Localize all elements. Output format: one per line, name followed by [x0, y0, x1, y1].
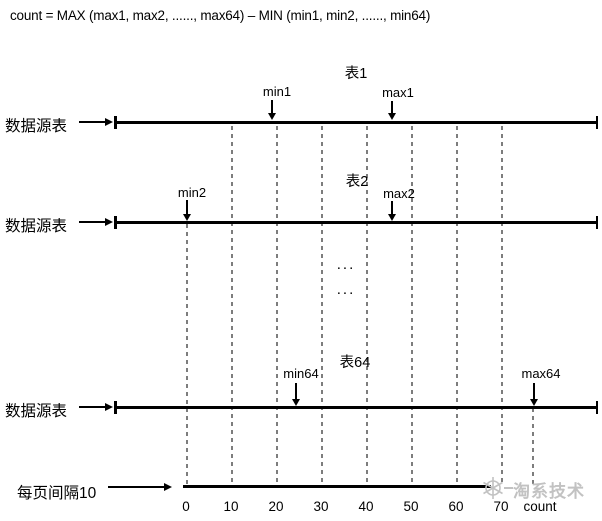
- table-range-line: [114, 116, 598, 129]
- axis-tick-60: 60: [448, 499, 464, 514]
- max-label: max64: [521, 366, 561, 381]
- grid-dashed-line-40: [366, 126, 368, 485]
- axis-tick-10: 10: [223, 499, 239, 514]
- grid-dashed-line-0: [186, 224, 188, 485]
- row-arrow: [79, 402, 113, 411]
- min-label: min64: [283, 366, 319, 381]
- source-table-label: 数据源表: [5, 118, 68, 135]
- axis-tick-40: 40: [358, 499, 374, 514]
- axis-tick-0: 0: [182, 499, 190, 514]
- rows-ellipsis-2: ...: [336, 281, 356, 298]
- table-range-line: [114, 401, 598, 414]
- max-label: max2: [383, 186, 415, 201]
- table-name-label: 表1: [344, 66, 368, 82]
- table-range-line: [114, 216, 598, 229]
- row-arrow: [79, 217, 113, 226]
- grid-dashed-line-count: [532, 408, 534, 485]
- grid-dashed-line-20: [276, 126, 278, 485]
- grid-dashed-line-70: [501, 126, 503, 485]
- min-label: min2: [177, 185, 207, 200]
- watermark-text: 淘系技术: [513, 482, 585, 501]
- axis-tick-20: 20: [268, 499, 284, 514]
- snowflake-icon: [483, 477, 503, 499]
- axis-label: 每页间隔10: [17, 485, 97, 502]
- count-formula: count = MAX (max1, max2, ......, max64) …: [10, 8, 431, 23]
- axis-tick-count: count: [523, 499, 557, 514]
- grid-dashed-line-10: [231, 126, 233, 485]
- axis-arrow: [108, 482, 172, 491]
- rows-ellipsis-1: ...: [336, 256, 356, 273]
- table-name-label: 表2: [345, 174, 369, 190]
- axis-tick-30: 30: [313, 499, 329, 514]
- source-table-label: 数据源表: [5, 403, 68, 420]
- min-label: min1: [262, 84, 292, 99]
- axis-tick-50: 50: [403, 499, 419, 514]
- grid-dashed-line-50: [411, 126, 413, 485]
- row-arrow: [79, 117, 113, 126]
- grid-dashed-line-60: [456, 126, 458, 485]
- watermark-dash: [504, 487, 513, 489]
- axis-tick-70: 70: [493, 499, 509, 514]
- axis-line: [183, 485, 491, 488]
- max-label: max1: [382, 85, 414, 100]
- table-name-label: 表64: [339, 355, 371, 371]
- source-table-label: 数据源表: [5, 218, 68, 235]
- grid-dashed-line-30: [321, 126, 323, 485]
